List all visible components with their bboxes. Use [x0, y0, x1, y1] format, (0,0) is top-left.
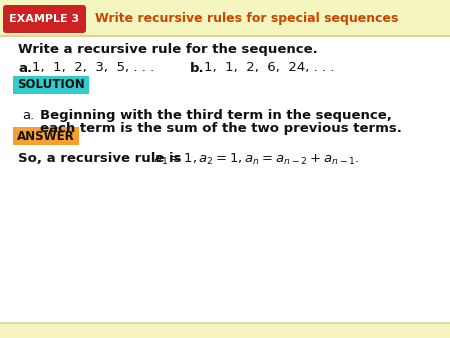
Text: So, a recursive rule is: So, a recursive rule is: [18, 152, 186, 166]
Text: EXAMPLE 3: EXAMPLE 3: [9, 14, 80, 24]
FancyBboxPatch shape: [13, 76, 89, 94]
Text: 1,  1,  2,  3,  5, . . .: 1, 1, 2, 3, 5, . . .: [32, 62, 154, 74]
Text: Write recursive rules for special sequences: Write recursive rules for special sequen…: [95, 12, 398, 25]
Text: SOLUTION: SOLUTION: [17, 78, 85, 92]
FancyBboxPatch shape: [3, 5, 86, 33]
Text: ANSWER: ANSWER: [17, 129, 75, 143]
Text: a.: a.: [18, 62, 32, 74]
Bar: [0, 323, 450, 338]
FancyBboxPatch shape: [13, 127, 79, 145]
Text: 1,  1,  2,  6,  24, . . .: 1, 1, 2, 6, 24, . . .: [204, 62, 334, 74]
Text: a.: a.: [22, 109, 34, 122]
Text: each term is the sum of the two previous terms.: each term is the sum of the two previous…: [40, 122, 402, 135]
Text: Beginning with the third term in the sequence,: Beginning with the third term in the seq…: [40, 109, 392, 122]
Bar: [0, 0, 450, 36]
Text: Write a recursive rule for the sequence.: Write a recursive rule for the sequence.: [18, 43, 318, 55]
Text: b.: b.: [190, 62, 205, 74]
Text: $a_1 = 1, a_2 = 1, a_n = a_{n-2} + a_{n-1}.$: $a_1 = 1, a_2 = 1, a_n = a_{n-2} + a_{n-…: [153, 151, 360, 167]
